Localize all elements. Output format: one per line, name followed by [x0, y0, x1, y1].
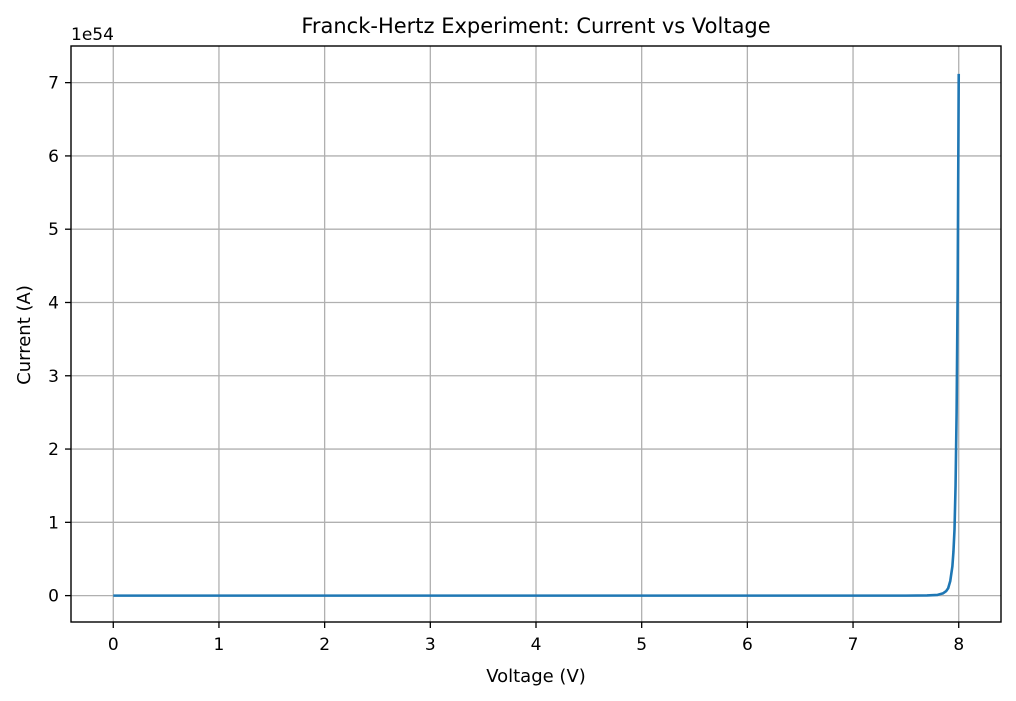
x-tick-label: 4 [531, 635, 542, 655]
y-axis-label: Current (A) [14, 285, 35, 385]
x-tick-label: 0 [108, 635, 119, 655]
x-tick-label: 3 [425, 635, 436, 655]
x-tick-label: 5 [636, 635, 647, 655]
x-tick-label: 6 [742, 635, 753, 655]
y-offset-label: 1e54 [71, 25, 114, 45]
chart-title: Franck-Hertz Experiment: Current vs Volt… [301, 14, 770, 38]
grid [71, 46, 1001, 622]
x-tick-label: 8 [953, 635, 964, 655]
y-tick-label: 6 [48, 147, 59, 167]
y-tick-label: 3 [48, 367, 59, 387]
x-tick-label: 7 [848, 635, 859, 655]
y-tick-label: 7 [48, 74, 59, 94]
y-tick-label: 4 [48, 293, 59, 313]
series-line [113, 73, 961, 597]
x-tick-label: 2 [319, 635, 330, 655]
y-tick-label: 0 [48, 587, 59, 607]
x-tick-label: 1 [214, 635, 225, 655]
x-axis-label: Voltage (V) [486, 666, 586, 687]
ticks: 0 1 2 3 4 5 6 7 8 0 1 2 3 4 5 6 7 [48, 74, 964, 655]
y-tick-label: 2 [48, 440, 59, 460]
y-tick-label: 5 [48, 220, 59, 240]
y-tick-label: 1 [48, 513, 59, 533]
series-layer [113, 73, 961, 597]
